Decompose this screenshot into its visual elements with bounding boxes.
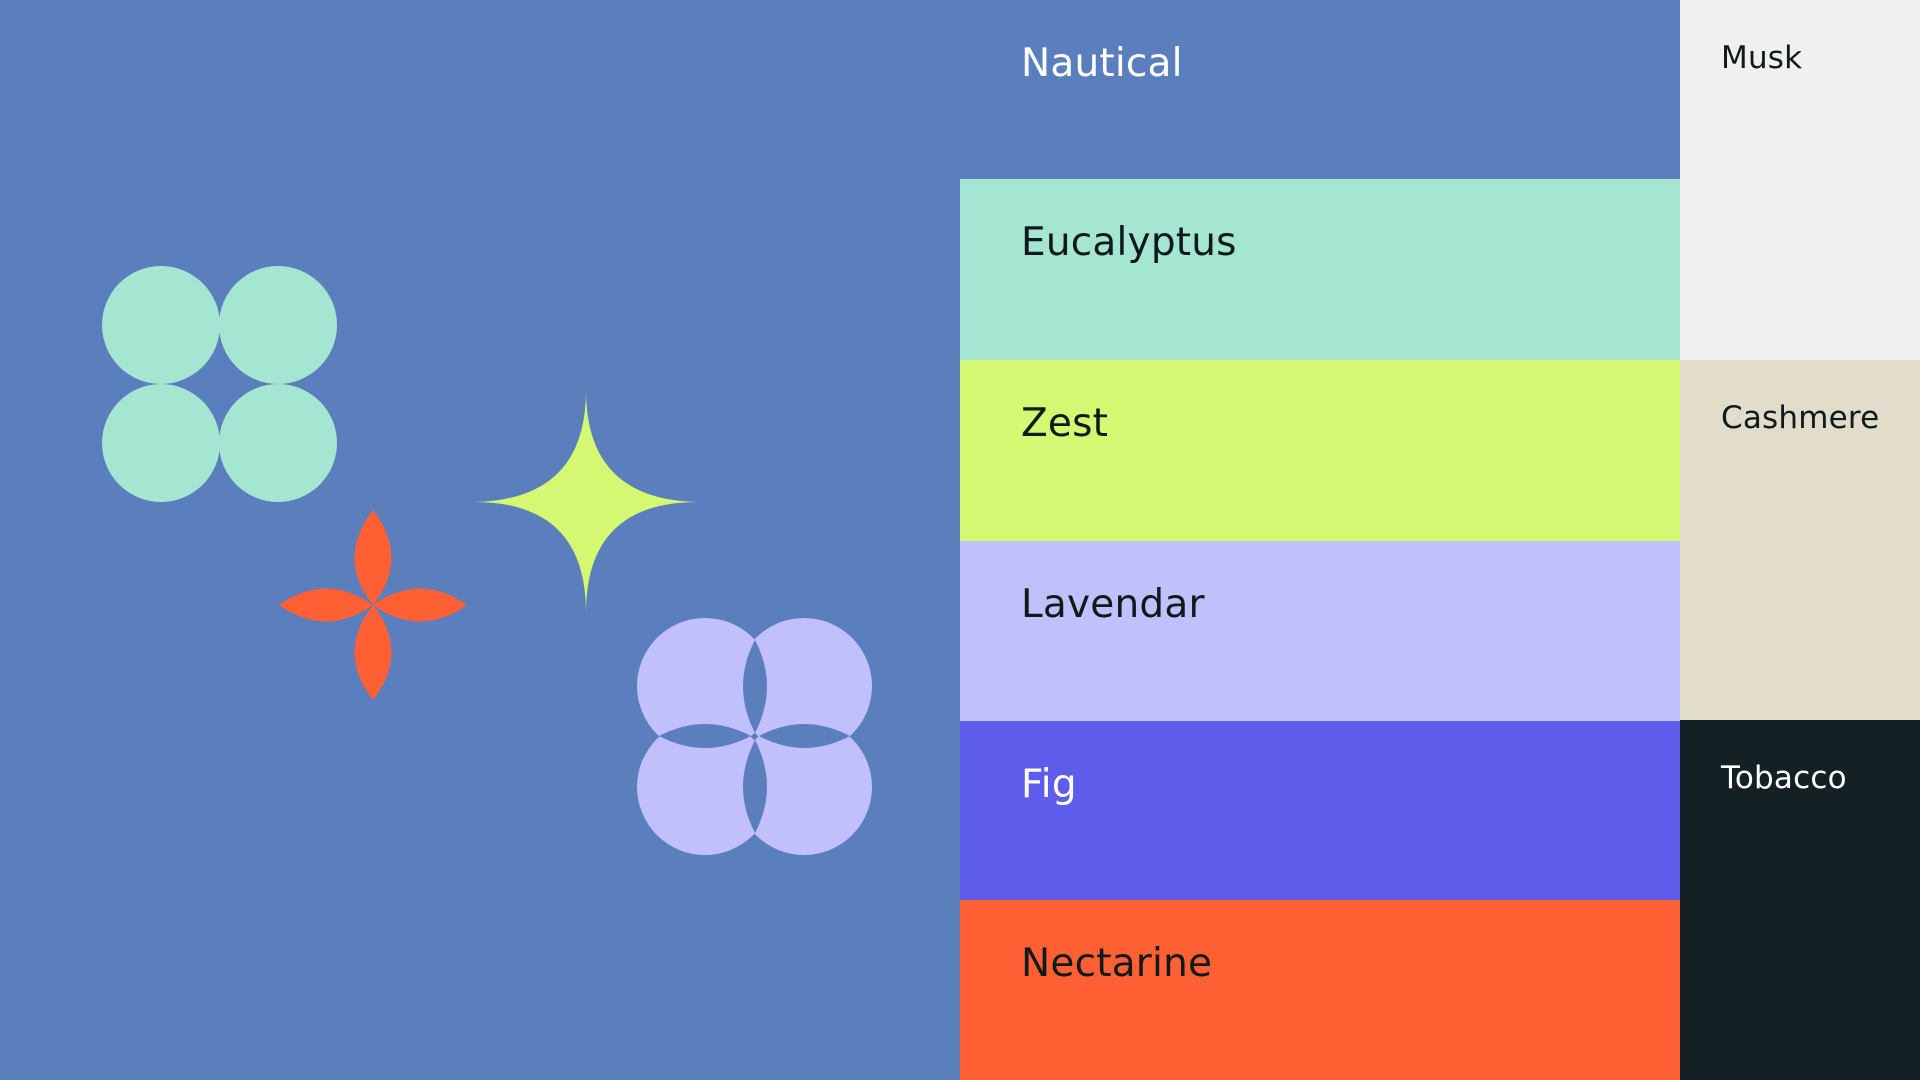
- decorative-shapes-area: [0, 0, 960, 1080]
- swatch-eucalyptus: Eucalyptus: [960, 179, 1680, 360]
- swatch-label-fig: Fig: [1021, 762, 1077, 807]
- shapes-canvas: [0, 0, 960, 1080]
- swatch-label-cashmere: Cashmere: [1721, 400, 1880, 436]
- swatch-cashmere: Cashmere: [1680, 360, 1920, 720]
- swatch-label-lavendar: Lavendar: [1021, 582, 1205, 627]
- circle-cluster-icon: [102, 266, 337, 502]
- swatch-zest: Zest: [960, 360, 1680, 541]
- swatch-label-nectarine: Nectarine: [1021, 941, 1213, 986]
- swatch-label-tobacco: Tobacco: [1721, 760, 1847, 796]
- swatch-nectarine: Nectarine: [960, 900, 1680, 1080]
- overlap-circles-icon: [637, 618, 872, 855]
- swatch-tobacco: Tobacco: [1680, 720, 1920, 1080]
- petal-flower-icon: [279, 510, 467, 700]
- swatch-label-nautical: Nautical: [1021, 41, 1183, 86]
- swatch-label-eucalyptus: Eucalyptus: [1021, 220, 1237, 265]
- nautical-background: [0, 0, 960, 1080]
- swatch-fig: Fig: [960, 721, 1680, 900]
- swatch-label-zest: Zest: [1021, 401, 1109, 446]
- swatch-nautical: Nautical: [960, 0, 1680, 179]
- swatch-musk: Musk: [1680, 0, 1920, 360]
- sparkle-star-icon: [474, 390, 698, 613]
- swatch-lavendar: Lavendar: [960, 541, 1680, 721]
- swatch-label-musk: Musk: [1721, 40, 1803, 76]
